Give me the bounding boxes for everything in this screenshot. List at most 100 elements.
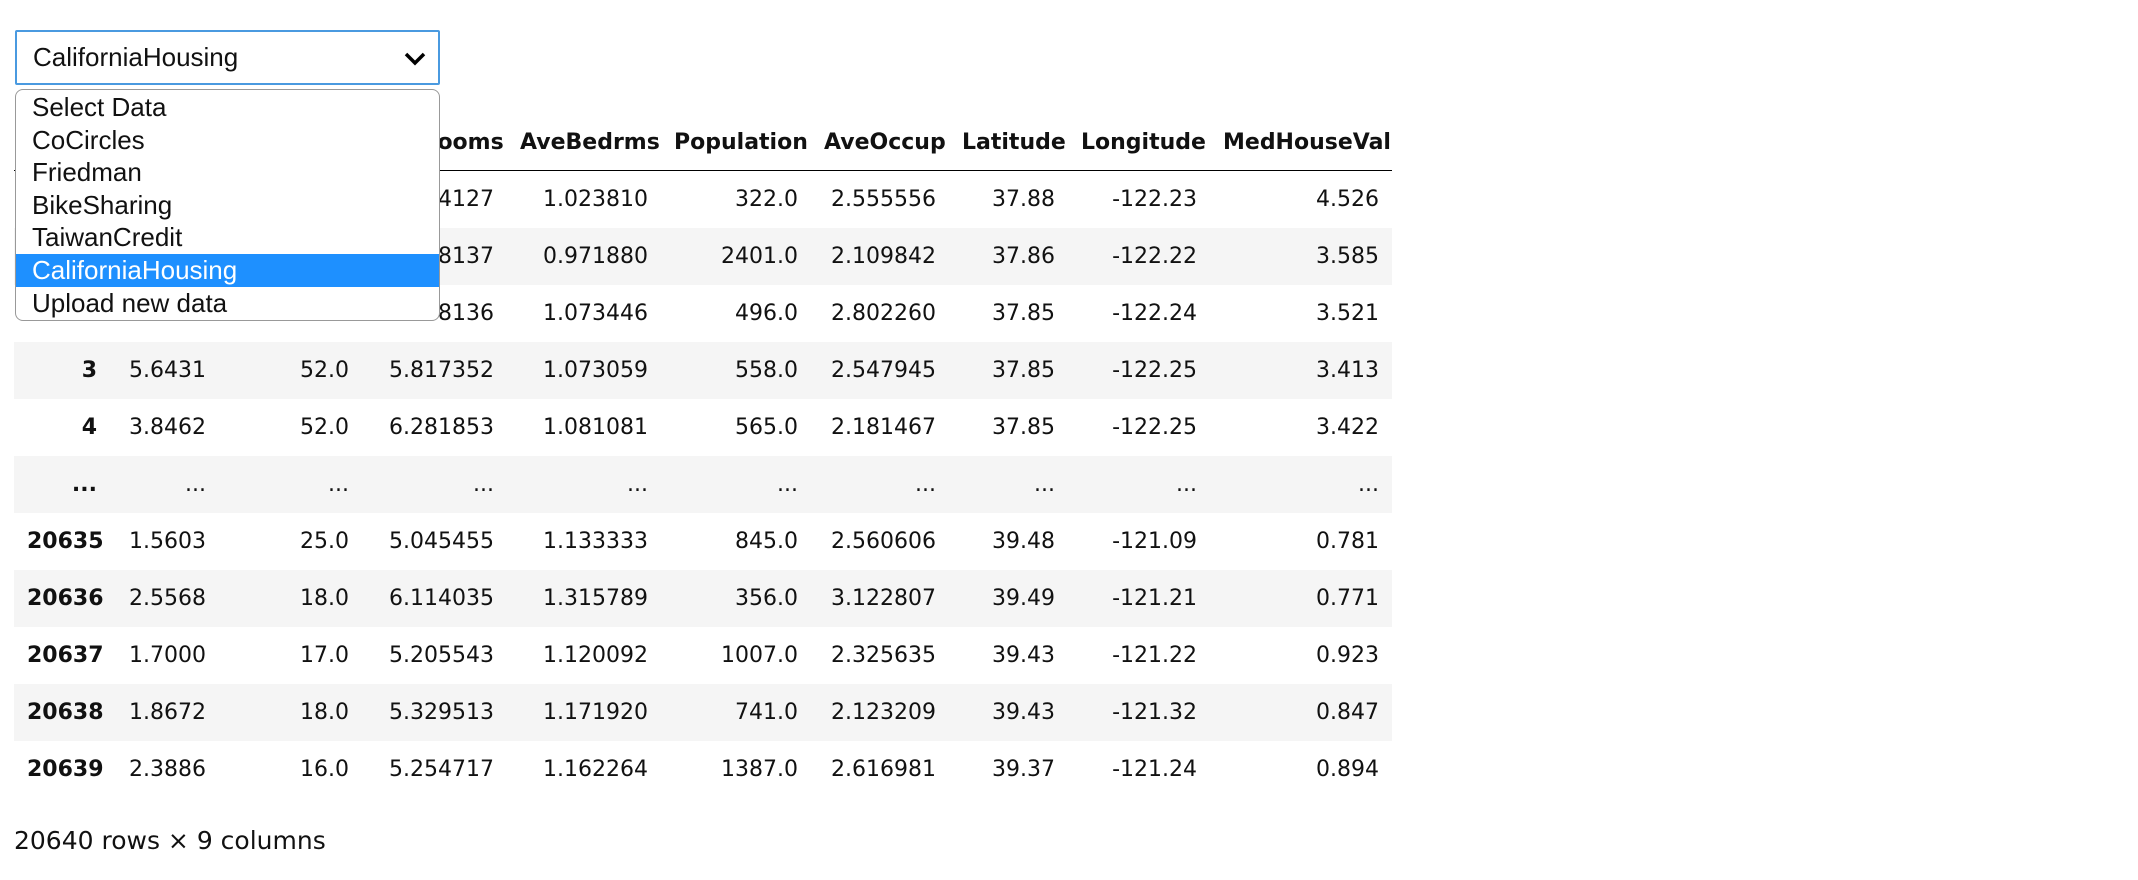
table-cell: 39.48 bbox=[992, 529, 1055, 554]
dropdown-option[interactable]: CoCircles bbox=[32, 124, 145, 155]
dropdown-option[interactable]: Select Data bbox=[32, 92, 167, 122]
table-cell: 18.0 bbox=[300, 700, 349, 725]
table-cell: 1007.0 bbox=[721, 643, 798, 668]
table-cell: 52.0 bbox=[300, 415, 349, 440]
table-cell: 3.413 bbox=[1316, 358, 1379, 383]
table-cell: 1.8672 bbox=[129, 700, 206, 725]
table-cell: 356.0 bbox=[735, 586, 798, 611]
table-cell: -121.24 bbox=[1112, 757, 1197, 782]
table-cell: ... bbox=[627, 472, 648, 497]
table-cell: -122.24 bbox=[1112, 301, 1197, 326]
table-cell: 2.325635 bbox=[831, 643, 936, 668]
selected-value: CaliforniaHousing bbox=[33, 42, 239, 72]
chevron-icon bbox=[404, 52, 426, 66]
table-cell: 2.555556 bbox=[831, 187, 936, 212]
table-cell: 0.923 bbox=[1316, 643, 1379, 668]
table-cell: 25.0 bbox=[300, 529, 349, 554]
column-header: Population bbox=[661, 115, 811, 171]
table-cell: 3.521 bbox=[1316, 301, 1379, 326]
column-header: Longitude bbox=[1068, 115, 1210, 171]
table-cell: 5.254717 bbox=[389, 757, 494, 782]
table-cell: -121.09 bbox=[1112, 529, 1197, 554]
table-cell: ... bbox=[777, 472, 798, 497]
dropdown-option[interactable]: Friedman bbox=[32, 157, 142, 188]
table-cell: -121.22 bbox=[1112, 643, 1197, 668]
table-cell: 52.0 bbox=[300, 358, 349, 383]
table-cell: 1387.0 bbox=[721, 757, 798, 782]
table-cell: ... bbox=[1358, 472, 1379, 497]
row-index: 20639 bbox=[27, 757, 104, 782]
table-cell: 39.43 bbox=[992, 700, 1055, 725]
table-cell: 1.073446 bbox=[543, 301, 648, 326]
dropdown-list: Select Data CoCircles Friedman BikeSharing T… bbox=[15, 89, 440, 322]
table-cell: 4.526 bbox=[1316, 187, 1379, 212]
table-row: 4 3.8462 52.0 6.281853 1.081081 565.0 2.181467… bbox=[14, 399, 1392, 456]
table-cell: 2.547945 bbox=[831, 358, 936, 383]
table-cell: 2401.0 bbox=[721, 244, 798, 269]
table-cell: -122.25 bbox=[1112, 358, 1197, 383]
row-index: 20637 bbox=[27, 643, 104, 668]
table-cell: 0.971880 bbox=[543, 244, 648, 269]
column-header: Latitude bbox=[949, 115, 1068, 171]
table-cell: 0.894 bbox=[1316, 757, 1379, 782]
table-cell: -122.22 bbox=[1112, 244, 1197, 269]
table-cell: 37.85 bbox=[992, 415, 1055, 440]
row-index: ... bbox=[71, 472, 97, 497]
table-cell: ... bbox=[1034, 472, 1055, 497]
table-cell: 6.114035 bbox=[389, 586, 494, 611]
table-cell: 558.0 bbox=[735, 358, 798, 383]
table-cell: 37.85 bbox=[992, 358, 1055, 383]
table-cell: -121.32 bbox=[1112, 700, 1197, 725]
table-cell: 39.37 bbox=[992, 757, 1055, 782]
table-cell: 1.073059 bbox=[543, 358, 648, 383]
table-cell: 3.8462 bbox=[129, 415, 206, 440]
table-cell: 1.023810 bbox=[543, 187, 648, 212]
row-index: 4 bbox=[81, 415, 97, 440]
row-index: 20635 bbox=[27, 529, 104, 554]
table-row: 20636 2.5568 18.0 6.114035 1.315789 356.0 3.12… bbox=[14, 570, 1392, 627]
table-row: 3 5.6431 52.0 5.817352 1.073059 558.0 2.547945… bbox=[14, 342, 1392, 399]
column-header: AveOccup bbox=[811, 115, 949, 171]
dataset-select[interactable]: CaliforniaHousing bbox=[15, 30, 440, 85]
table-cell: 2.181467 bbox=[831, 415, 936, 440]
dropdown-option[interactable]: TaiwanCredit bbox=[32, 222, 183, 253]
dropdown-option[interactable]: Upload new data bbox=[32, 287, 228, 318]
table-cell: 5.205543 bbox=[389, 643, 494, 668]
table-cell: 322.0 bbox=[735, 187, 798, 212]
column-header: AveBedrms bbox=[507, 115, 661, 171]
column-header: MedHouseVal bbox=[1210, 115, 1392, 171]
table-cell: 1.162264 bbox=[543, 757, 648, 782]
table-cell: -121.21 bbox=[1112, 586, 1197, 611]
table-cell: 496.0 bbox=[735, 301, 798, 326]
table-cell: 18.0 bbox=[300, 586, 349, 611]
row-index: 20636 bbox=[27, 586, 104, 611]
table-footer: 20640 rows × 9 columns bbox=[14, 826, 326, 855]
table-body: 08.325241.06.9841271.023810322.02.555556… bbox=[14, 171, 1392, 799]
table-cell: 2.616981 bbox=[831, 757, 936, 782]
table-cell: -122.25 bbox=[1112, 415, 1197, 440]
table-cell: 845.0 bbox=[735, 529, 798, 554]
row-index: 3 bbox=[81, 358, 97, 383]
table-cell: 5.329513 bbox=[389, 700, 494, 725]
table-cell: 5.045455 bbox=[389, 529, 494, 554]
table-cell: 2.560606 bbox=[831, 529, 936, 554]
table-cell: 1.081081 bbox=[543, 415, 648, 440]
table-cell: 1.120092 bbox=[543, 643, 648, 668]
table-cell: 5.817352 bbox=[389, 358, 494, 383]
table-cell: 39.43 bbox=[992, 643, 1055, 668]
table-cell: 0.847 bbox=[1316, 700, 1379, 725]
table-cell: 1.133333 bbox=[543, 529, 648, 554]
table-cell: ... bbox=[328, 472, 349, 497]
table-cell: ... bbox=[185, 472, 206, 497]
table-row: .............................. bbox=[14, 456, 1392, 513]
dropdown-option[interactable]: CaliforniaHousing bbox=[16, 253, 439, 287]
table-cell: 6.281853 bbox=[389, 415, 494, 440]
table-cell: ... bbox=[1176, 472, 1197, 497]
table-cell: -122.23 bbox=[1112, 187, 1197, 212]
table-cell: 16.0 bbox=[300, 757, 349, 782]
table-row: 20638 1.8672 18.0 5.329513 1.171920 741.0 2.12… bbox=[14, 684, 1392, 741]
dropdown-option[interactable]: BikeSharing bbox=[32, 189, 173, 220]
table-cell: ... bbox=[915, 472, 936, 497]
table-cell: 565.0 bbox=[735, 415, 798, 440]
